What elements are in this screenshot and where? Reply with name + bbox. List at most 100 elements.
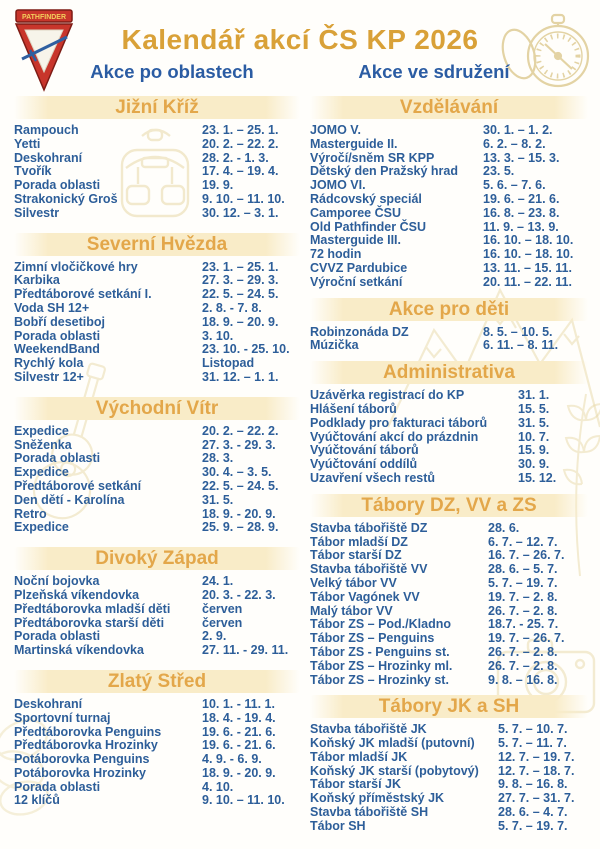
event-name: Uzávěrka registrací do KP	[310, 388, 465, 403]
event-name: Předtáborovka Hrozinky	[14, 738, 158, 753]
event-row: Tábor ZS - Penguins st. 26. 7. – 2. 8.	[310, 645, 588, 660]
event-date: 13. 3. – 15. 3.	[483, 150, 560, 165]
section-rows: Deskohraní 10. 1. - 11. 1. Sportovní turna…	[14, 697, 300, 808]
calendar-content: Jižní Kříž Rampouch 23. 1. – 25. 1. Yetti 20…	[0, 88, 600, 834]
event-name: Velký tábor VV	[310, 575, 397, 590]
event-row: Rádcovský speciál 19. 6. – 21. 6.	[310, 191, 588, 207]
section-rows: JOMO V. 30. 1. – 1. 2. Masterguide II. 6. 2…	[310, 123, 588, 290]
event-row: Silvestr 12+ 31. 12. – 1. 1.	[14, 369, 300, 385]
event-name: Potáborovka Hrozinky	[14, 765, 146, 780]
event-date: 23. 10. - 25. 10.	[202, 342, 290, 357]
logo-text: PATHFINDER	[22, 14, 66, 21]
section-header-band: Zlatý Střed	[14, 669, 300, 693]
event-date: 18. 9. - 20. 9.	[202, 765, 276, 780]
event-date: 6. 7. – 12. 7.	[488, 534, 558, 549]
event-date: 31. 5.	[202, 492, 234, 507]
event-name: Předtáborovka starší děti	[14, 615, 165, 630]
event-row: JOMO V. 30. 1. – 1. 2.	[310, 123, 588, 138]
event-row: Tábor ZS – Penguins 19. 7. – 26. 7.	[310, 631, 588, 646]
calendar-section: Vzdělávání JOMO V. 30. 1. – 1. 2. Mastergui…	[310, 96, 588, 290]
event-date: červen	[202, 615, 243, 630]
event-name: Tábor ZS – Penguins	[310, 631, 435, 646]
event-name: JOMO VI.	[310, 178, 366, 193]
event-date: 28. 2. - 1. 3.	[202, 150, 269, 165]
event-date: 5. 7. – 19. 7.	[498, 818, 568, 833]
event-row: Předtáborovka Penguins 19. 6. - 21. 6.	[14, 725, 300, 740]
event-name: Stavba tábořiště SH	[310, 805, 429, 820]
event-date: 19. 9.	[202, 178, 234, 193]
section-rows: Noční bojovka 24. 1. Plzeňská víkendovka 20…	[14, 574, 300, 658]
event-name: Silvestr 12+	[14, 369, 84, 384]
pathfinder-logo: PATHFINDER	[13, 8, 75, 92]
event-date: 9. 10. – 11. 10.	[202, 793, 285, 808]
event-row: Vyúčtování táborů 15. 9.	[310, 444, 588, 458]
event-date: 16. 7. – 26. 7.	[488, 548, 565, 563]
event-row: Tábor Vagónek VV 19. 7. – 2. 8.	[310, 590, 588, 605]
event-name: 12 klíčů	[14, 793, 60, 808]
section-title: Administrativa	[383, 362, 515, 384]
calendar-section: Tábory DZ, VV a ZS Stavba tábořiště DZ 28.…	[310, 493, 588, 688]
event-date: 9. 8. – 16. 8.	[488, 672, 558, 687]
event-row: Vyúčtování oddílů 30. 9.	[310, 457, 588, 472]
calendar-section: Divoký Západ Noční bojovka 24. 1. Plzeňská …	[14, 547, 300, 658]
event-row: Masterguide III. 16. 10. – 18. 10.	[310, 234, 588, 248]
event-date: 16. 8. – 23. 8.	[483, 205, 560, 220]
event-row: Porada oblasti 19. 9.	[14, 178, 300, 193]
event-row: Den dětí - Karolína 31. 5.	[14, 492, 300, 508]
event-row: Koňský JK mladší (putovní) 5. 7. – 11. 7.	[310, 736, 588, 751]
event-row: Porada oblasti 3. 10.	[14, 328, 300, 344]
event-name: Tábor mladší DZ	[310, 534, 408, 549]
event-row: Camporee ČSU 16. 8. – 23. 8.	[310, 205, 588, 221]
event-name: Rádcovský speciál	[310, 191, 422, 206]
event-date: 2. 8. - 7. 8.	[202, 300, 262, 315]
event-row: Noční bojovka 24. 1.	[14, 574, 300, 589]
event-row: Předtáborové setkání 22. 5. – 24. 5.	[14, 479, 300, 494]
event-name: Porada oblasti	[14, 629, 101, 644]
calendar-section: Jižní Kříž Rampouch 23. 1. – 25. 1. Yetti 20…	[14, 96, 300, 221]
event-row: Velký tábor VV 5. 7. – 19. 7.	[310, 575, 588, 591]
event-name: Den dětí - Karolína	[14, 492, 125, 507]
event-name: Vyúčtování akcí do prázdnin	[310, 429, 479, 444]
event-row: Předtáborovka starší děti červen	[14, 615, 300, 631]
event-name: Noční bojovka	[14, 574, 100, 589]
event-date: 30. 1. – 1. 2.	[483, 123, 553, 137]
event-row: Koňský JK starší (pobytový) 12. 7. – 18. …	[310, 764, 588, 779]
section-header-band: Severní Hvězda	[14, 232, 300, 256]
event-row: Tábor starší JK 9. 8. – 16. 8.	[310, 778, 588, 792]
event-row: Silvestr 30. 12. – 3. 1.	[14, 206, 300, 221]
event-date: 9. 10. – 11. 10.	[202, 191, 285, 206]
event-row: Tábor SH 5. 7. – 19. 7.	[310, 818, 588, 834]
section-header-band: Východní Vítr	[14, 396, 300, 420]
event-row: Martinská víkendovka 27. 11. - 29. 11.	[14, 643, 300, 658]
event-date: 10. 7.	[518, 429, 550, 444]
event-name: Masterguide III.	[310, 233, 401, 248]
section-rows: Uzávěrka registrací do KP 31. 1. Hlášení t…	[310, 388, 588, 486]
event-date: 13. 11. – 15. 11.	[483, 260, 572, 275]
event-name: CVVZ Pardubice	[310, 260, 408, 275]
section-rows: Stavba tábořiště JK 5. 7. – 10. 7. Koňský …	[310, 722, 588, 834]
section-header-band: Divoký Západ	[14, 547, 300, 571]
event-name: Koňský JK mladší (putovní)	[310, 736, 475, 751]
calendar-section: Severní Hvězda Zimní vločičkové hry 23. 1.…	[14, 232, 300, 385]
section-title: Divoký Západ	[95, 548, 219, 570]
event-name: Karbika	[14, 273, 60, 288]
event-name: Plzeňská víkendovka	[14, 587, 140, 602]
event-date: 16. 10. – 18. 10.	[483, 233, 574, 248]
event-date: 27. 3. - 29. 3.	[202, 437, 276, 452]
event-name: Vyúčtování oddílů	[310, 457, 418, 472]
event-date: 27. 3. – 29. 3.	[202, 273, 279, 288]
event-name: Martinská víkendovka	[14, 643, 144, 658]
event-name: Vyúčtování táborů	[310, 443, 419, 458]
event-name: Koňský příměstský JK	[310, 791, 445, 806]
calendar-section: Tábory JK a SH Stavba tábořiště JK 5. 7. –…	[310, 695, 588, 833]
section-header-band: Tábory JK a SH	[310, 695, 588, 719]
event-date: 15. 9.	[518, 443, 550, 458]
event-date: Listopad	[202, 356, 255, 371]
event-name: Porada oblasti	[14, 779, 101, 794]
event-name: Porada oblasti	[14, 328, 101, 343]
event-date: 9. 8. – 16. 8.	[498, 777, 568, 792]
event-date: 2. 9.	[202, 629, 227, 644]
event-date: 5. 6. – 7. 6.	[483, 178, 546, 193]
event-date: 3. 10.	[202, 328, 234, 343]
event-date: 28. 6. – 4. 7.	[498, 805, 568, 820]
